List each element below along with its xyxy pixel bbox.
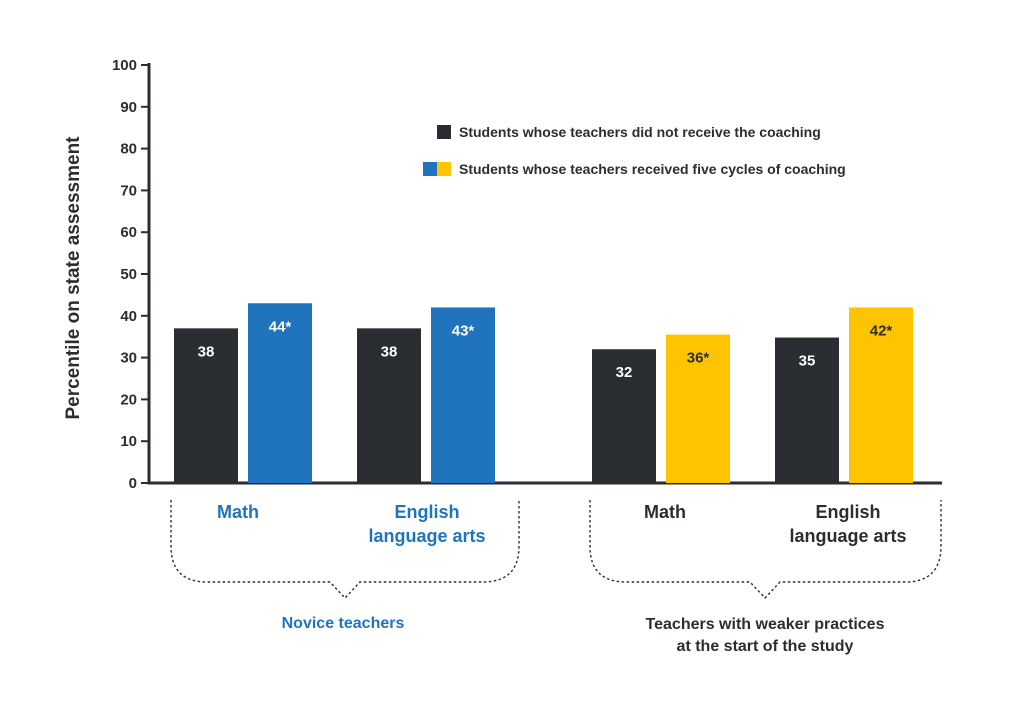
- bar-control-label: 32: [616, 364, 633, 381]
- bar-treated-label: 44*: [269, 318, 292, 335]
- bar-control: [357, 328, 421, 483]
- y-tick-label: 30: [120, 350, 137, 367]
- bars: 38 44* 38 43* 32 36* 35 42*: [174, 303, 913, 483]
- bar-treated-label: 36*: [687, 350, 710, 367]
- y-tick-label: 10: [120, 433, 137, 450]
- legend-swatch: [437, 125, 451, 139]
- legend-swatch: [423, 162, 437, 176]
- group-label: Novice teachers: [282, 615, 405, 632]
- bar-control: [592, 349, 656, 483]
- y-tick-label: 70: [120, 182, 137, 199]
- y-tick-label: 40: [120, 308, 137, 325]
- y-tick-label: 20: [120, 391, 137, 408]
- y-tick-label: 60: [120, 224, 137, 241]
- bar-treated: [849, 307, 913, 483]
- category-label: Math: [644, 502, 686, 522]
- bar-control: [775, 337, 839, 483]
- y-tick-label: 0: [129, 475, 137, 492]
- y-tick-label: 100: [112, 57, 137, 74]
- bar-control-label: 38: [381, 343, 398, 360]
- category-label: Math: [217, 502, 259, 522]
- bar-treated-label: 42*: [870, 322, 893, 339]
- y-axis-label: Percentile on state assessment: [63, 136, 84, 420]
- bar-treated: [248, 303, 312, 483]
- category-label: English language arts: [789, 502, 906, 546]
- legend-label: Students whose teachers received five cy…: [459, 161, 846, 177]
- y-tick-label: 50: [120, 266, 137, 283]
- legend-label: Students whose teachers did not receive …: [459, 124, 821, 140]
- bar-control: [174, 328, 238, 483]
- category-label: English language arts: [368, 502, 485, 546]
- legend-swatch: [437, 162, 451, 176]
- legend: Students whose teachers did not receive …: [423, 124, 846, 177]
- bar-treated: [431, 307, 495, 483]
- bar-control-label: 38: [198, 343, 215, 360]
- bar-treated-label: 43*: [452, 322, 475, 339]
- bar-treated: [666, 334, 730, 483]
- group-brace: [589, 500, 942, 600]
- group-braces: Novice teachers Teachers with weaker prac…: [170, 500, 942, 655]
- y-tick-label: 80: [120, 141, 137, 158]
- bar-control-label: 35: [799, 353, 816, 370]
- y-tick-label: 90: [120, 99, 137, 116]
- group-label: Teachers with weaker practices at the sta…: [646, 616, 885, 655]
- category-labels: Math English language arts Math English langu…: [217, 502, 907, 546]
